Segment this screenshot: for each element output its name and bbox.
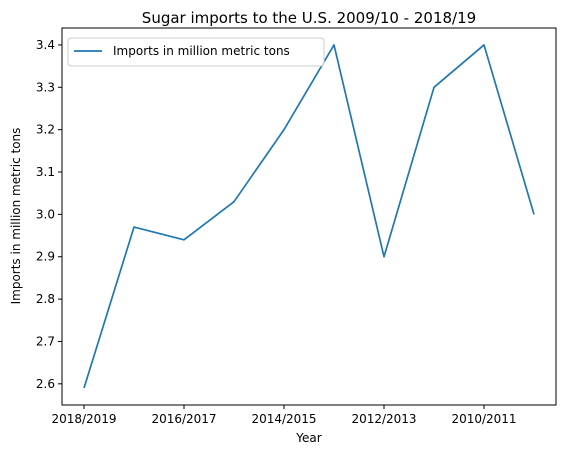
x-tick-label: 2018/2019 [51,412,116,426]
series-line [83,44,535,389]
x-axis: 2018/2019 2016/2017 2014/2015 2012/2013 2010… [51,405,517,426]
y-tick-label: 3.0 [36,207,55,221]
chart-title: Sugar imports to the U.S. 2009/10 - 2018… [142,9,476,27]
y-tick-label: 3.4 [36,38,55,52]
x-tick-label: 2016/2017 [151,412,216,426]
y-axis-label: Imports in million metric tons [9,128,23,305]
x-tick-label: 2014/2015 [251,412,316,426]
x-tick-label: 2012/2013 [351,412,416,426]
legend-box [67,37,325,67]
series-layer [83,44,535,389]
y-tick-label: 3.2 [36,123,55,137]
y-tick-label: 2.8 [36,292,55,306]
y-tick-label: 2.6 [36,377,55,391]
x-tick-label: 2010/2011 [451,412,516,426]
y-tick-label: 2.7 [36,334,55,348]
x-axis-label: Year [295,431,321,445]
y-axis: 2.6 2.7 2.8 2.9 3.0 3.1 3.2 3.3 3.4 [36,38,62,391]
y-tick-label: 3.1 [36,165,55,179]
legend-label: Imports in million metric tons [113,44,290,58]
y-tick-label: 2.9 [36,250,55,264]
y-tick-label: 3.3 [36,80,55,94]
legend: Imports in million metric tons [67,37,325,67]
plot-area [61,27,557,406]
